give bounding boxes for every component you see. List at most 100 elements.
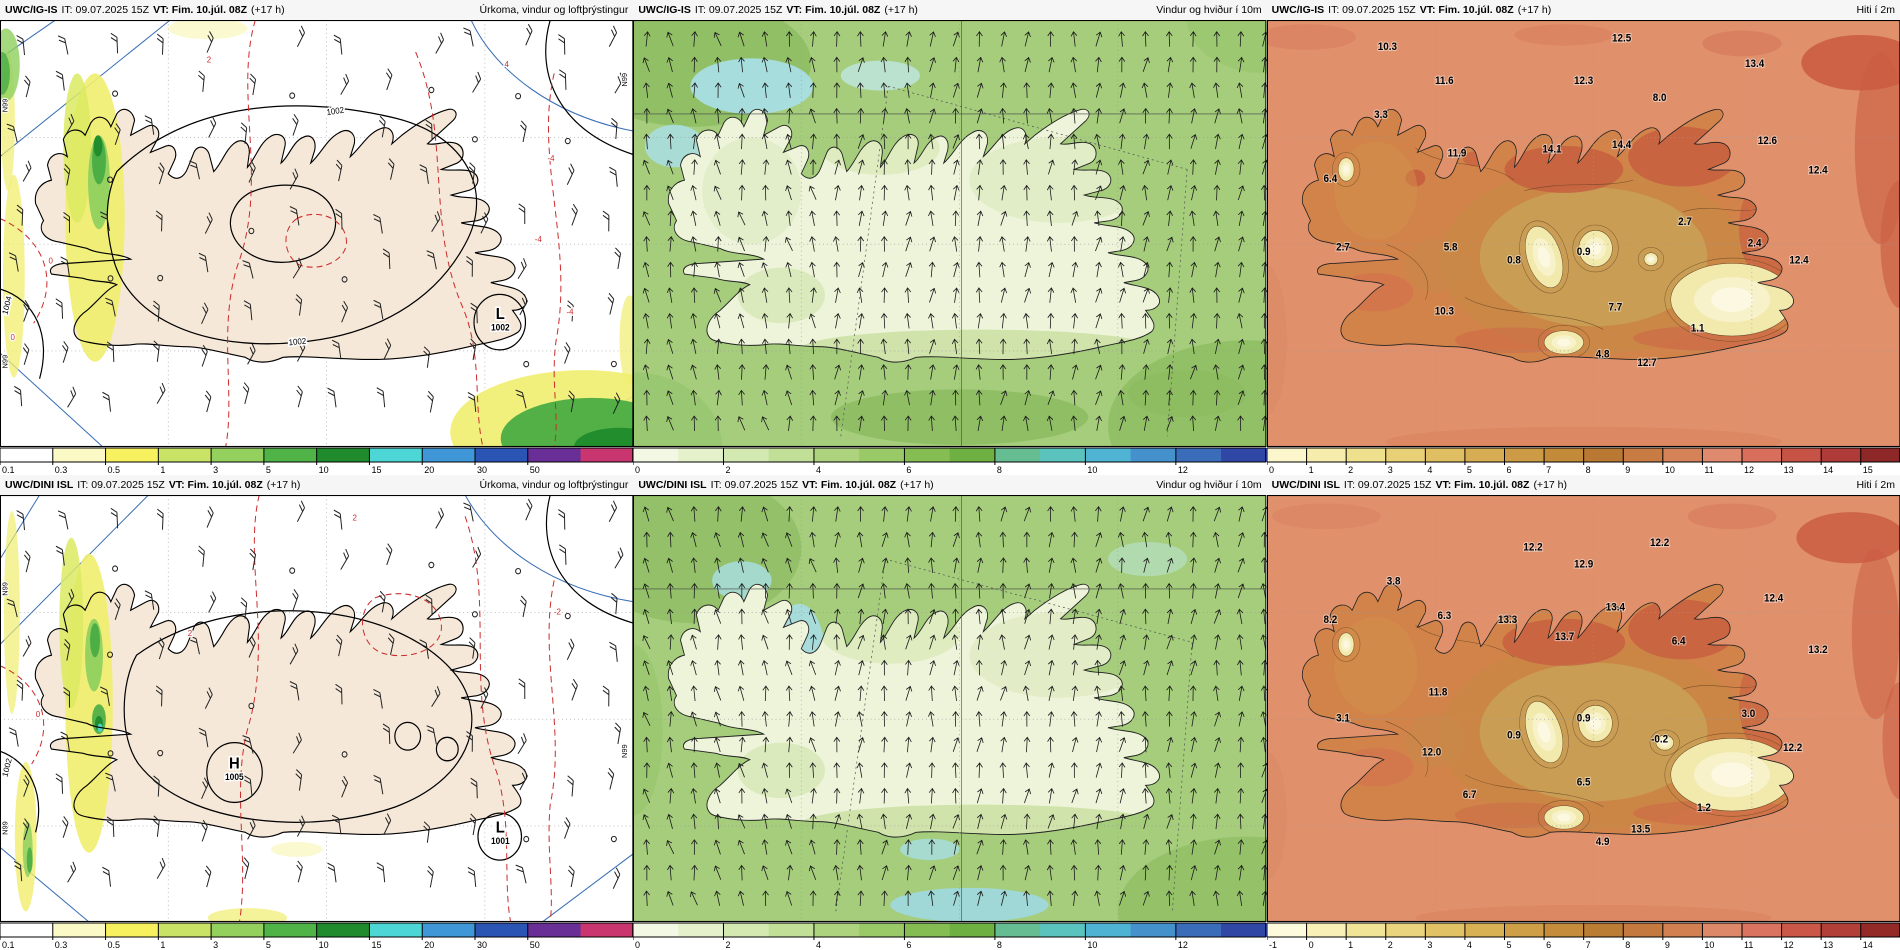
panel-header: UWC/IG-IS IT: 09.07.2025 15Z VT: Fim. 10.j…	[633, 0, 1267, 20]
colorbar-svg: 0.1 0.3 0.5 1 3 5 10 15 20 30 50	[0, 922, 634, 950]
panel-header-left: UWC/DINI ISL IT: 09.07.2025 15Z VT: Fim. 1…	[1272, 479, 1571, 491]
svg-text:13.2: 13.2	[1808, 645, 1828, 656]
svg-text:12: 12	[1178, 940, 1188, 950]
valid-time: VT: Fim. 10.júl. 08Z	[1435, 479, 1530, 491]
svg-text:11: 11	[1744, 940, 1753, 950]
svg-text:N99: N99	[1, 821, 10, 835]
svg-text:N99: N99	[620, 744, 629, 758]
svg-text:3.3: 3.3	[1374, 110, 1388, 121]
svg-text:0: 0	[635, 465, 640, 475]
svg-text:14.4: 14.4	[1612, 140, 1632, 151]
svg-text:0: 0	[1269, 465, 1274, 475]
svg-text:0.3: 0.3	[55, 940, 68, 950]
colorbar-svg: 0 2 4 6 8 10 12	[633, 447, 1267, 475]
svg-text:13.3: 13.3	[1498, 615, 1518, 626]
model-name: UWC/IG-IS	[5, 4, 58, 16]
svg-text:2.4: 2.4	[1747, 238, 1761, 249]
init-time: IT: 09.07.2025 15Z	[77, 479, 165, 491]
svg-text:10.3: 10.3	[1377, 42, 1397, 53]
svg-text:50: 50	[530, 465, 540, 475]
svg-text:12.3: 12.3	[1574, 76, 1594, 87]
panel-header-left: UWC/IG-IS IT: 09.07.2025 15Z VT: Fim. 10.j…	[1272, 4, 1556, 16]
svg-text:4: 4	[1467, 940, 1472, 950]
svg-text:0.1: 0.1	[2, 465, 15, 475]
map-igis-wind[interactable]	[633, 20, 1267, 447]
lead-time: (+17 h)	[251, 4, 285, 16]
panel-header: UWC/DINI ISL IT: 09.07.2025 15Z VT: Fim. 1…	[1266, 475, 1900, 495]
svg-text:0.9: 0.9	[1507, 730, 1521, 741]
svg-text:8.0: 8.0	[1652, 93, 1666, 104]
svg-text:6.4: 6.4	[1323, 174, 1337, 185]
svg-text:5.8: 5.8	[1443, 242, 1457, 253]
svg-text:3.1: 3.1	[1336, 713, 1350, 724]
svg-text:8.2: 8.2	[1323, 615, 1337, 626]
svg-text:N99: N99	[1, 582, 10, 596]
svg-text:12: 12	[1783, 940, 1793, 950]
valid-time: VT: Fim. 10.júl. 08Z	[1419, 4, 1514, 16]
colorbar-precip: 0.1 0.3 0.5 1 3 5 10 15 20 30 50	[0, 922, 634, 950]
svg-text:4: 4	[816, 940, 821, 950]
svg-text:14.1: 14.1	[1542, 144, 1562, 155]
svg-text:4.9: 4.9	[1595, 837, 1609, 848]
svg-text:2: 2	[1348, 465, 1353, 475]
svg-text:0: 0	[48, 256, 53, 265]
map-dini-precip[interactable]: 1002 2 -2 0 2 N99 N99 N99 H 1005 L 1001	[0, 495, 634, 922]
svg-text:7: 7	[1546, 465, 1551, 475]
svg-text:12.2: 12.2	[1650, 538, 1670, 549]
svg-text:15: 15	[1862, 465, 1872, 475]
svg-text:12.5: 12.5	[1612, 33, 1632, 44]
colorbar-temp: -1 0 1 2 3 4 5 6 7 8 9 10 11 12 13 14	[1266, 922, 1900, 950]
map-igis-temp[interactable]: 10.3 12.5 13.4 11.6 12.3 8.0 3.3 12.6 11.9 14.1 14…	[1266, 20, 1900, 447]
map-dini-wind[interactable]	[633, 495, 1267, 922]
panel-igis-precip: UWC/IG-IS IT: 09.07.2025 15Z VT: Fim. 10.j…	[0, 0, 634, 475]
svg-text:12.7: 12.7	[1637, 358, 1657, 369]
svg-text:13: 13	[1783, 465, 1793, 475]
svg-text:9: 9	[1625, 465, 1630, 475]
svg-text:6.3: 6.3	[1437, 611, 1451, 622]
weather-map-wind	[633, 495, 1267, 922]
colorbar-svg: -1 0 1 2 3 4 5 6 7 8 9 10 11 12 13 14	[1266, 922, 1900, 950]
svg-text:1005: 1005	[225, 772, 244, 782]
valid-time: VT: Fim. 10.júl. 08Z	[153, 4, 248, 16]
svg-text:11.6: 11.6	[1435, 76, 1454, 87]
svg-text:13.4: 13.4	[1605, 602, 1625, 613]
lead-time: (+17 h)	[1517, 4, 1552, 16]
model-name: UWC/DINI ISL	[638, 479, 707, 491]
colorbar-svg: 0.1 0.3 0.5 1 3 5 10 15 20 30 50	[0, 447, 634, 475]
product-name: Hiti í 2m	[1856, 479, 1895, 491]
svg-text:8: 8	[1625, 940, 1630, 950]
svg-text:30: 30	[477, 465, 487, 475]
svg-text:-4: -4	[535, 235, 542, 244]
model-name: UWC/DINI ISL	[1271, 479, 1340, 491]
svg-text:10: 10	[1088, 465, 1098, 475]
svg-text:1.2: 1.2	[1697, 803, 1711, 814]
panel-header-left: UWC/IG-IS IT: 09.07.2025 15Z VT: Fim. 10.j…	[5, 4, 289, 16]
svg-text:14: 14	[1823, 465, 1833, 475]
svg-text:2: 2	[726, 940, 731, 950]
svg-text:0.5: 0.5	[108, 465, 121, 475]
map-igis-precip[interactable]: 1002 1002 1004 4 2 -4 -4 -4 0 0 N99 N99 N99 L 1002	[0, 20, 634, 447]
svg-text:5: 5	[1467, 465, 1472, 475]
svg-text:6.5: 6.5	[1576, 777, 1590, 788]
svg-text:3: 3	[1387, 465, 1392, 475]
svg-text:8: 8	[997, 940, 1002, 950]
panel-header-left: UWC/IG-IS IT: 09.07.2025 15Z VT: Fim. 10.j…	[638, 4, 922, 16]
map-dini-temp[interactable]: 12.2 12.9 12.2 3.8 12.4 8.2 6.3 13.3 13.7 13.4 6.4…	[1266, 495, 1900, 922]
panel-header: UWC/DINI ISL IT: 09.07.2025 15Z VT: Fim. 1…	[633, 475, 1267, 495]
lead-time: (+17 h)	[266, 479, 301, 491]
svg-text:1: 1	[1348, 940, 1353, 950]
svg-text:0.9: 0.9	[1576, 247, 1590, 258]
svg-text:20: 20	[424, 465, 434, 475]
svg-text:50: 50	[530, 940, 540, 950]
svg-text:20: 20	[424, 940, 434, 950]
svg-text:0.1: 0.1	[2, 940, 15, 950]
svg-text:30: 30	[477, 940, 487, 950]
svg-text:N99: N99	[620, 73, 629, 87]
colorbar-svg: 0 2 4 6 8 10 12	[633, 922, 1267, 950]
svg-text:N99: N99	[1, 99, 10, 113]
svg-text:14: 14	[1862, 940, 1872, 950]
svg-text:2.7: 2.7	[1336, 242, 1350, 253]
